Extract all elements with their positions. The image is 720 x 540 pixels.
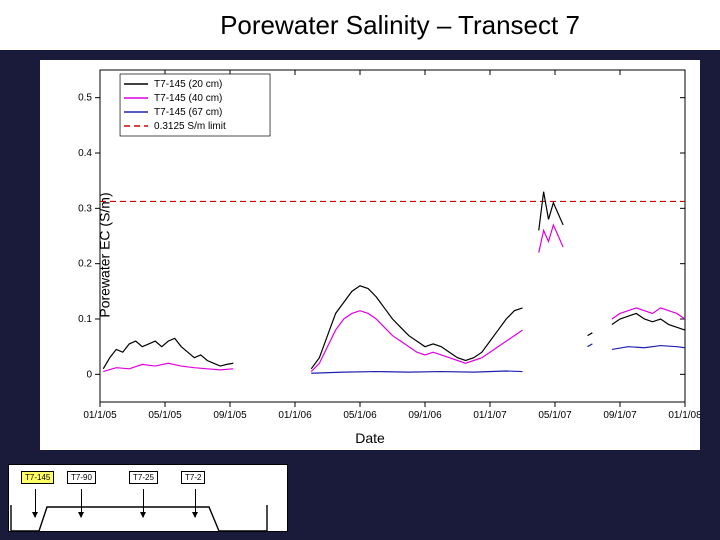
svg-text:05/1/06: 05/1/06 bbox=[343, 410, 377, 421]
svg-text:T7-145 (20 cm): T7-145 (20 cm) bbox=[154, 79, 222, 90]
station-arrow-icon bbox=[81, 489, 82, 517]
station-arrow-icon bbox=[143, 489, 144, 517]
chart-panel: 0 0.1 0.2 0.3 0.4 0.5 01/1/05 05/1/05 09/1/05 01/… bbox=[40, 60, 700, 450]
svg-text:0: 0 bbox=[86, 369, 92, 380]
svg-text:09/1/07: 09/1/07 bbox=[603, 410, 637, 421]
svg-text:T7-145 (67 cm): T7-145 (67 cm) bbox=[154, 107, 222, 118]
slide-title: Porewater Salinity – Transect 7 bbox=[220, 10, 580, 41]
svg-text:09/1/06: 09/1/06 bbox=[408, 410, 442, 421]
station-arrow-icon bbox=[35, 489, 36, 517]
svg-text:05/1/05: 05/1/05 bbox=[148, 410, 182, 421]
svg-text:0.4: 0.4 bbox=[78, 148, 92, 159]
svg-text:0.3125 S/m limit: 0.3125 S/m limit bbox=[154, 121, 226, 132]
svg-text:01/1/07: 01/1/07 bbox=[473, 410, 507, 421]
station-arrow-icon bbox=[195, 489, 196, 517]
title-bar: Porewater Salinity – Transect 7 bbox=[0, 0, 720, 50]
chart-svg: 0 0.1 0.2 0.3 0.4 0.5 01/1/05 05/1/05 09/1/05 01/… bbox=[40, 60, 700, 450]
svg-text:01/1/08: 01/1/08 bbox=[668, 410, 700, 421]
station-label: T7-90 bbox=[67, 471, 96, 484]
svg-text:0.1: 0.1 bbox=[78, 314, 92, 325]
slide: Porewater Salinity – Transect 7 00.10.20… bbox=[0, 0, 720, 540]
station-label: T7-2 bbox=[181, 471, 205, 484]
transect-diagram: T7-145 T7-90 T7-25 T7-2 bbox=[8, 464, 288, 532]
svg-text:T7-145 (40 cm): T7-145 (40 cm) bbox=[154, 93, 222, 104]
svg-text:01/1/06: 01/1/06 bbox=[278, 410, 312, 421]
svg-text:05/1/07: 05/1/07 bbox=[538, 410, 572, 421]
svg-text:0.2: 0.2 bbox=[78, 259, 92, 270]
station-label: T7-25 bbox=[129, 471, 158, 484]
y-axis-label: Porewater EC (S/m) bbox=[97, 192, 113, 317]
svg-text:09/1/05: 09/1/05 bbox=[213, 410, 247, 421]
station-label: T7-145 bbox=[21, 471, 54, 484]
svg-text:0.5: 0.5 bbox=[78, 93, 92, 104]
x-axis-label: Date bbox=[355, 430, 385, 446]
svg-text:0.3: 0.3 bbox=[78, 203, 92, 214]
svg-text:01/1/05: 01/1/05 bbox=[83, 410, 117, 421]
